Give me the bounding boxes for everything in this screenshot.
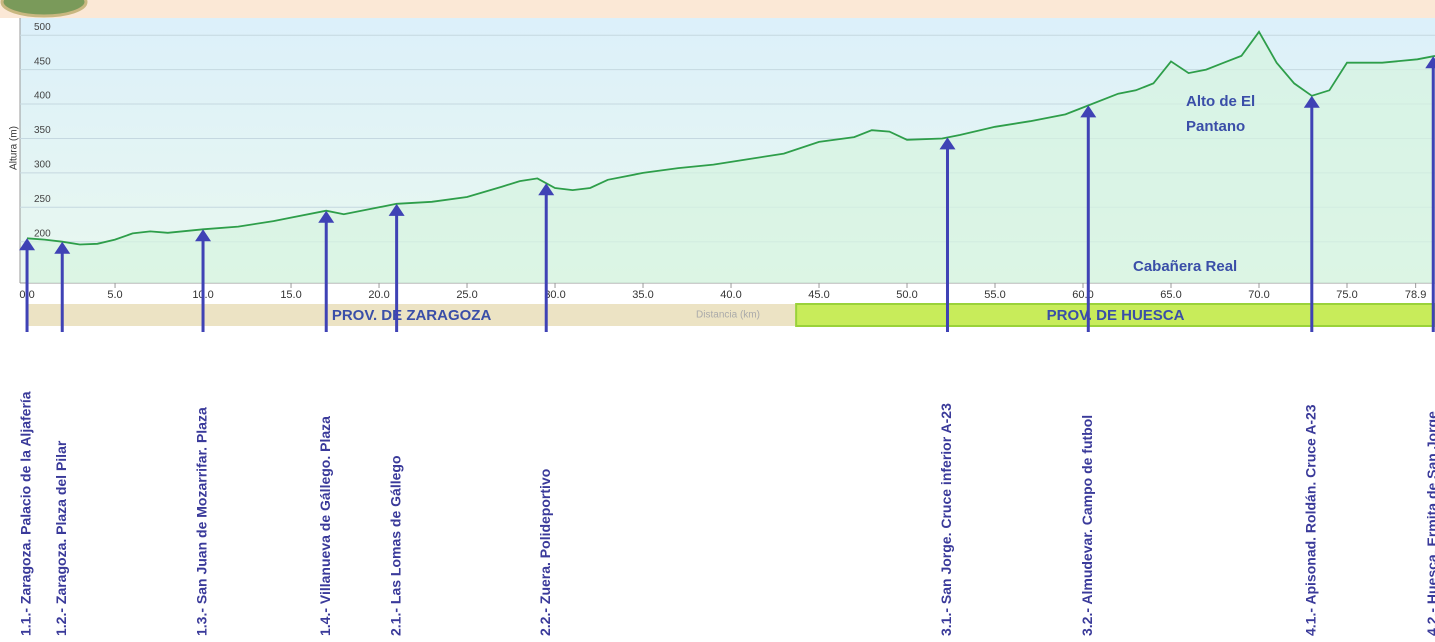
annotation: Cabañera Real — [1133, 258, 1237, 275]
plot: PROV. DE ZARAGOZA PROV. DE HUESCA Distanci… — [18, 22, 1435, 636]
y-tick-label: 300 — [34, 160, 51, 171]
waypoint-arrow — [318, 210, 335, 223]
waypoint-label: 3.2.- Almudevar. Campo de futbol — [1079, 415, 1095, 636]
y-tick-label: 200 — [34, 228, 51, 239]
x-tick-label: 15.0 — [280, 289, 301, 301]
waypoint-label: 4.1.- Apisonad. Roldán. Cruce A-23 — [1303, 404, 1319, 636]
region-band — [27, 304, 797, 326]
waypoint-arrow — [1080, 105, 1097, 118]
annotation: Pantano — [1186, 118, 1245, 135]
waypoint-arrow — [54, 241, 71, 254]
y-tick-label: 450 — [34, 56, 51, 67]
y-axis-label: Altura (m) — [9, 126, 20, 170]
waypoint-arrow — [939, 137, 956, 150]
x-tick-label: 20.0 — [368, 289, 389, 301]
x-tick-label: 70.0 — [1248, 289, 1269, 301]
x-tick-label: 78.9 — [1405, 289, 1426, 301]
x-tick-label: 5.0 — [107, 289, 122, 301]
logo — [0, 0, 88, 18]
waypoint-arrow — [1425, 56, 1435, 69]
y-tick-label: 400 — [34, 91, 51, 102]
waypoint-label: 4.2.- Huesca. Ermita de San Jorge — [1424, 411, 1435, 636]
y-tick-label: 500 — [34, 22, 51, 33]
region-band — [795, 303, 1435, 327]
annotation: Alto de El — [1186, 93, 1255, 110]
waypoint-arrow — [538, 183, 555, 196]
line — [26, 30, 1435, 246]
y-tick-label: 350 — [34, 125, 51, 136]
waypoint-arrow — [388, 203, 405, 216]
header-band — [0, 0, 1435, 18]
x-tick-label: 65.0 — [1160, 289, 1181, 301]
region-label: PROV. DE HUESCA — [1047, 307, 1185, 324]
waypoint-label: 1.1.- Zaragoza. Palacio de la Aljafería — [18, 391, 34, 636]
waypoint-label: 1.4.- Villanueva de Gállego. Plaza — [317, 416, 333, 636]
x-tick-label: 60.0 — [1072, 289, 1093, 301]
x-tick-label: 50.0 — [896, 289, 917, 301]
area — [27, 31, 1435, 283]
x-tick-label: 25.0 — [456, 289, 477, 301]
x-tick-label: 55.0 — [984, 289, 1005, 301]
waypoint-label: 1.2.- Zaragoza. Plaza del Pilar — [53, 440, 69, 636]
waypoint-label: 1.3.- San Juan de Mozarrifar. Plaza — [194, 407, 210, 636]
waypoint-arrow — [195, 229, 212, 242]
x-tick-label: 40.0 — [720, 289, 741, 301]
waypoint-arrow — [1303, 95, 1320, 108]
x-axis-label: Distancia (km) — [696, 310, 760, 321]
waypoint-label: 3.1.- San Jorge. Cruce inferior A-23 — [938, 403, 954, 636]
x-tick-label: 35.0 — [632, 289, 653, 301]
x-tick-label: 75.0 — [1336, 289, 1357, 301]
waypoint-arrow — [19, 238, 36, 251]
region-label: PROV. DE ZARAGOZA — [332, 307, 492, 324]
x-tick-label: 30.0 — [544, 289, 565, 301]
x-tick-label: 45.0 — [808, 289, 829, 301]
y-tick-label: 250 — [34, 194, 51, 205]
waypoint-label: 2.2.- Zuera. Polideportivo — [537, 469, 553, 636]
waypoint-label: 2.1.- Las Lomas de Gállego — [387, 455, 403, 636]
